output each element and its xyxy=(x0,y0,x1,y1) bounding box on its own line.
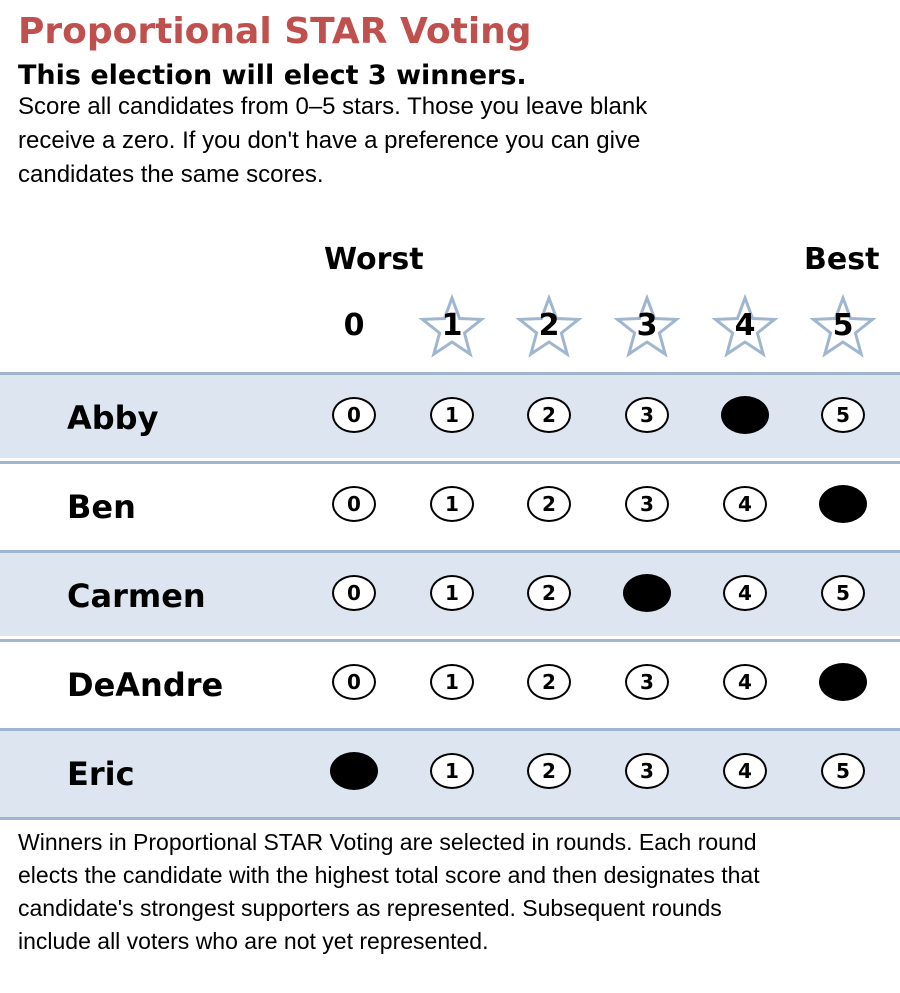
score-bubble-selected[interactable] xyxy=(819,663,867,701)
score-header-4: 4 xyxy=(711,294,779,360)
scale-worst-label: Worst xyxy=(324,242,424,277)
score-bubble[interactable]: 2 xyxy=(527,486,571,522)
candidate-row: Carmen 0 1 2 4 5 xyxy=(0,550,900,636)
score-bubble[interactable]: 1 xyxy=(430,753,474,789)
score-header-number: 3 xyxy=(636,308,658,343)
score-bubble[interactable]: 3 xyxy=(625,753,669,789)
ballot-footer-note: Winners in Proportional STAR Voting are … xyxy=(18,829,760,954)
score-header-1: 1 xyxy=(418,294,486,360)
score-bubble[interactable]: 0 xyxy=(332,486,376,522)
score-bubble[interactable]: 1 xyxy=(430,664,474,700)
score-bubble[interactable]: 4 xyxy=(723,664,767,700)
score-bubble[interactable]: 4 xyxy=(723,486,767,522)
score-bubble[interactable]: 1 xyxy=(430,575,474,611)
star-outline-icon xyxy=(515,294,583,358)
ballot-title: Proportional STAR Voting xyxy=(18,11,532,52)
score-bubble[interactable]: 2 xyxy=(527,664,571,700)
score-bubble[interactable]: 0 xyxy=(332,664,376,700)
score-bubble[interactable]: 5 xyxy=(821,397,865,433)
score-bubble[interactable]: 5 xyxy=(821,753,865,789)
score-header-number: 4 xyxy=(734,308,756,343)
score-bubble[interactable]: 4 xyxy=(723,575,767,611)
score-bubble[interactable]: 2 xyxy=(527,397,571,433)
score-bubble-selected[interactable] xyxy=(623,574,671,612)
star-outline-icon xyxy=(418,294,486,358)
candidate-name: DeAndre xyxy=(67,666,224,704)
candidate-row: Eric 1 2 3 4 5 xyxy=(0,728,900,820)
candidate-name: Eric xyxy=(67,755,135,793)
score-bubble-selected[interactable] xyxy=(721,396,769,434)
score-bubble[interactable]: 1 xyxy=(430,397,474,433)
score-bubble[interactable]: 0 xyxy=(332,575,376,611)
candidate-row: Ben 0 1 2 3 4 xyxy=(0,461,900,547)
score-bubble[interactable]: 3 xyxy=(625,486,669,522)
candidate-row: DeAndre 0 1 2 3 4 xyxy=(0,639,900,725)
score-header-3: 3 xyxy=(613,294,681,360)
star-outline-icon xyxy=(809,294,877,358)
score-header-number: 1 xyxy=(441,308,463,343)
score-bubble[interactable]: 2 xyxy=(527,575,571,611)
star-outline-icon xyxy=(613,294,681,358)
candidate-row: Abby 0 1 2 3 5 xyxy=(0,372,900,458)
score-header-5: 5 xyxy=(809,294,877,360)
score-header-2: 2 xyxy=(515,294,583,360)
score-bubble-selected[interactable] xyxy=(819,485,867,523)
score-header-number: 5 xyxy=(832,308,854,343)
winners-count-heading: This election will elect 3 winners. xyxy=(18,60,527,91)
score-bubble-selected[interactable] xyxy=(330,752,378,790)
candidate-name: Abby xyxy=(67,399,159,437)
candidate-name: Ben xyxy=(67,488,136,526)
star-outline-icon xyxy=(711,294,779,358)
candidate-name: Carmen xyxy=(67,577,206,615)
ballot-instructions: Score all candidates from 0–5 stars. Tho… xyxy=(18,93,648,188)
score-bubble[interactable]: 0 xyxy=(332,397,376,433)
score-bubble[interactable]: 3 xyxy=(625,664,669,700)
score-bubble[interactable]: 4 xyxy=(723,753,767,789)
score-bubble[interactable]: 3 xyxy=(625,397,669,433)
score-bubble[interactable]: 2 xyxy=(527,753,571,789)
score-header-number: 0 xyxy=(343,308,365,343)
score-header-0: 0 xyxy=(320,294,388,360)
scale-best-label: Best xyxy=(804,242,880,277)
score-bubble[interactable]: 5 xyxy=(821,575,865,611)
score-bubble[interactable]: 1 xyxy=(430,486,474,522)
score-header-number: 2 xyxy=(538,308,560,343)
